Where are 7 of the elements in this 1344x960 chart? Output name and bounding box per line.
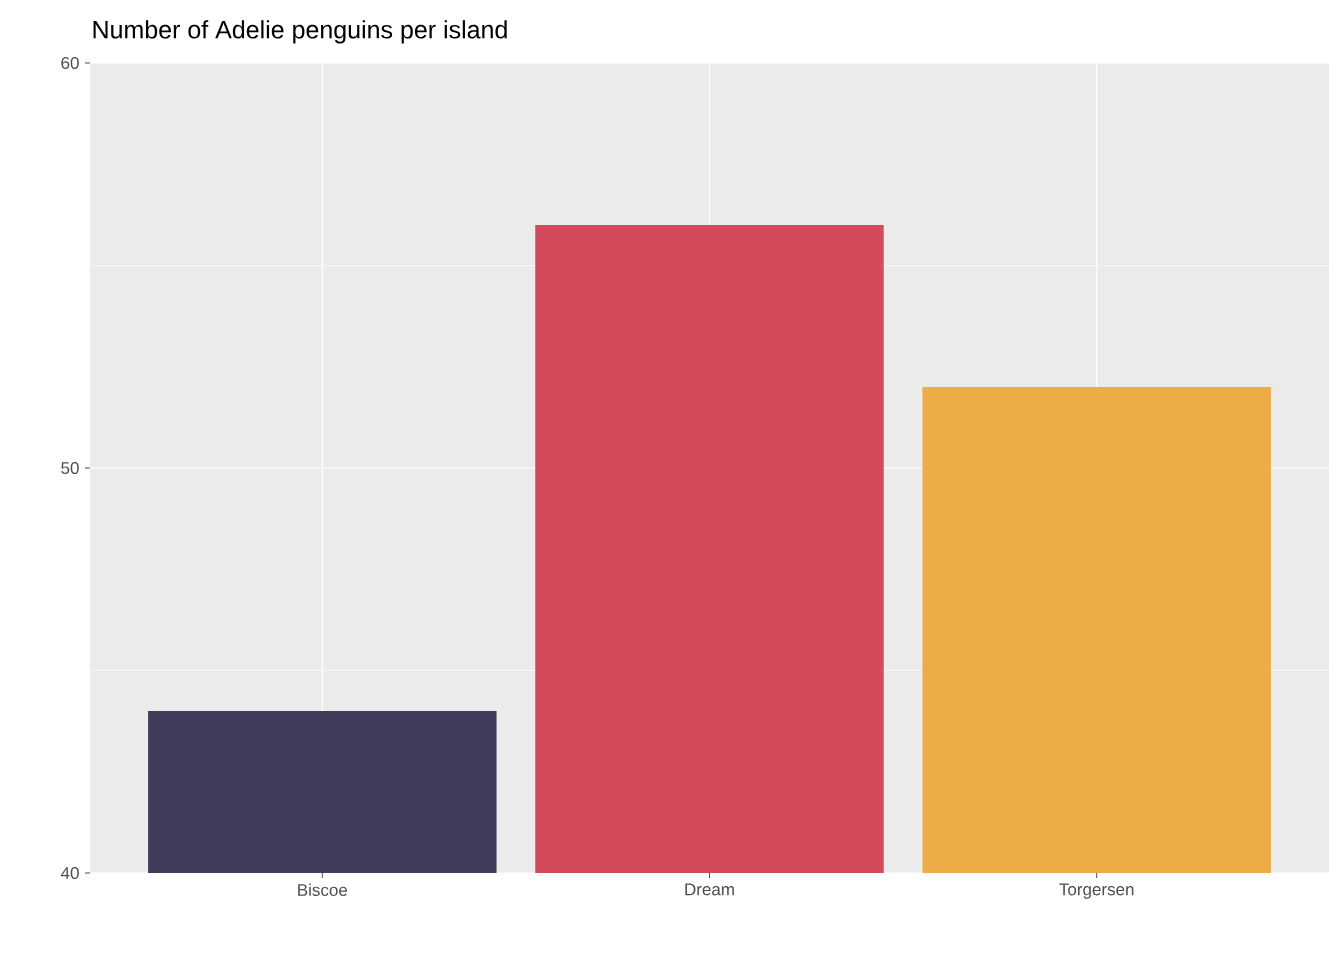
x-tick-label: Dream [685, 883, 734, 896]
y-tick-label: 50 [61, 461, 79, 475]
x-tick-label: Biscoe [298, 883, 348, 897]
y-tick-label: 40 [60, 866, 79, 880]
y-tick-label: 60 [61, 56, 79, 70]
x-tick-label: Torgersen [1059, 883, 1134, 899]
chart-title: Number of Adelie penguins per island [93, 20, 507, 44]
